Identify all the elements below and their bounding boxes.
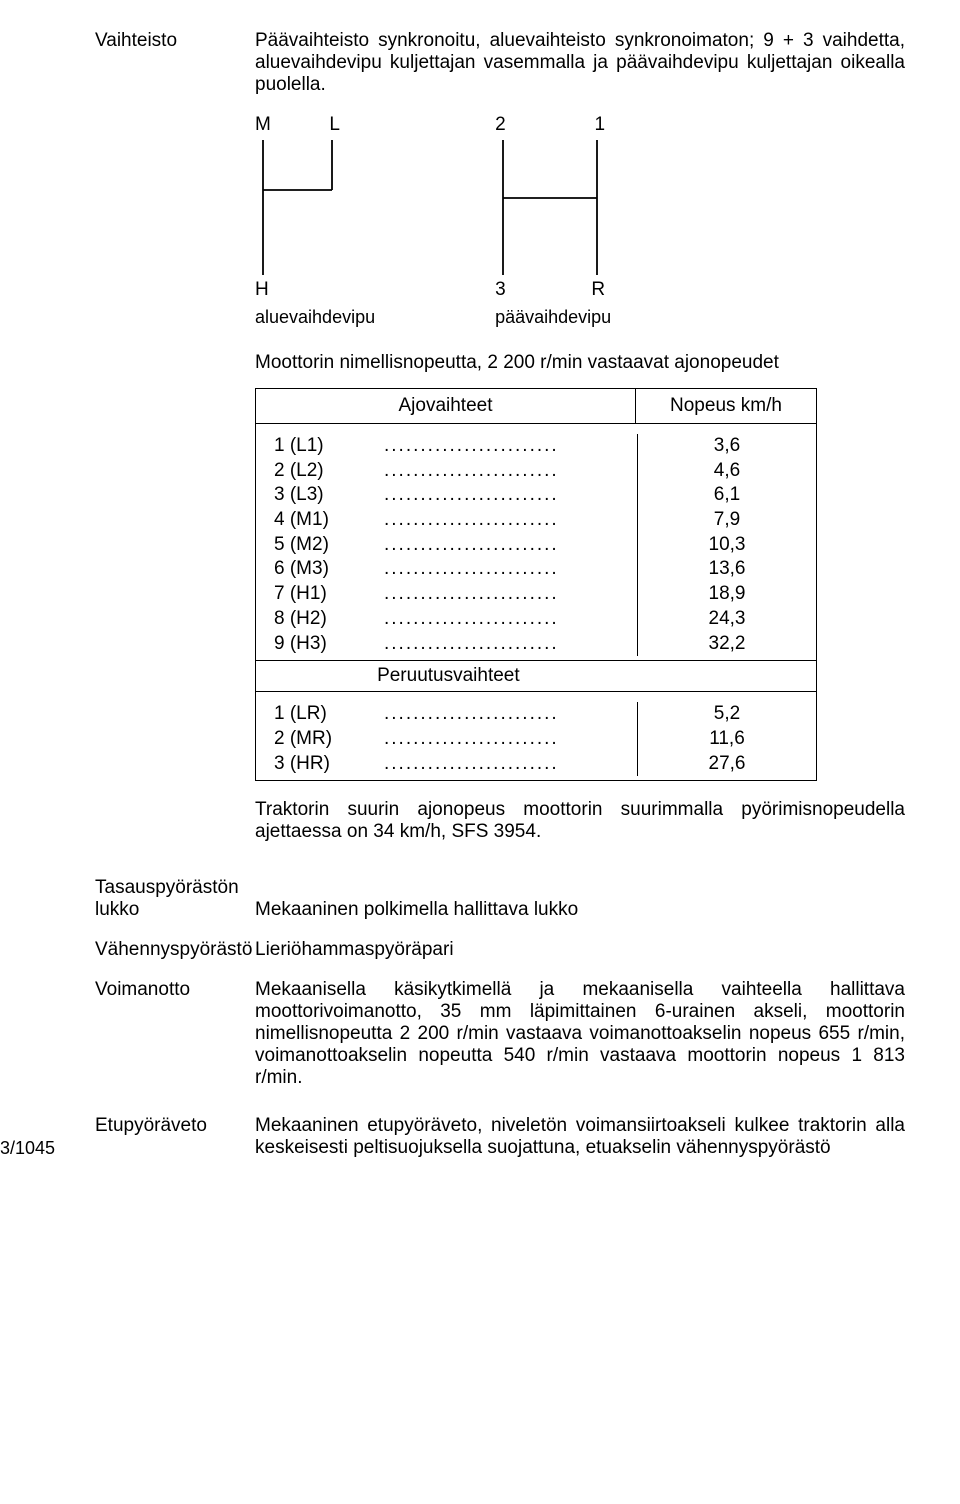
- dots-cell: ........................: [384, 727, 638, 752]
- speed-table: Ajovaihteet Nopeus km/h 1 (L1)..........…: [255, 388, 817, 781]
- table-row: 2 (MR)........................11,6: [256, 727, 816, 752]
- gear-cell: 4 (M1): [256, 508, 384, 533]
- speed-value: 18,9: [638, 582, 816, 607]
- dots-cell: ........................: [384, 508, 638, 533]
- dots-cell: ........................: [384, 632, 638, 657]
- table-row: 7 (H1)........................18,9: [256, 582, 816, 607]
- gear-cell: 7 (H1): [256, 582, 384, 607]
- table-row: 3 (HR)........................27,6: [256, 752, 816, 777]
- vahennys-desc: Lieriöhammaspyöräpari: [255, 939, 905, 961]
- speed-value: 6,1: [638, 483, 816, 508]
- table-row: 6 (M3)........................13,6: [256, 557, 816, 582]
- vaihteisto-desc: Päävaihteisto synkronoitu, aluevaihteist…: [255, 30, 905, 96]
- etupyora-desc: Mekaaninen etupyöräveto, niveletön voima…: [255, 1115, 905, 1159]
- section-label-tasaus-1: Tasauspyörästön: [95, 877, 255, 899]
- lever2-name: päävaihdevipu: [495, 307, 611, 328]
- speed-value: 11,6: [638, 727, 816, 752]
- lever1-svg: [255, 140, 340, 275]
- dots-cell: ........................: [384, 702, 638, 727]
- page-reference: 3/1045: [0, 1138, 55, 1159]
- table-row: 4 (M1)........................7,9: [256, 508, 816, 533]
- dots-cell: ........................: [384, 533, 638, 558]
- gear-cell: 3 (L3): [256, 483, 384, 508]
- lever1-top-left: M: [255, 114, 271, 136]
- table-row: 8 (H2)........................24,3: [256, 607, 816, 632]
- voimanotto-desc: Mekaanisella käsikytkimellä ja mekaanise…: [255, 979, 905, 1089]
- table-row: 3 (L3)........................6,1: [256, 483, 816, 508]
- gear-cell: 8 (H2): [256, 607, 384, 632]
- speed-value: 3,6: [638, 434, 816, 459]
- lever2-bottom-right: R: [591, 279, 605, 301]
- table-row: 2 (L2)........................4,6: [256, 459, 816, 484]
- tasaus-desc: Mekaaninen polkimella hallittava lukko: [255, 899, 905, 921]
- dots-cell: ........................: [384, 483, 638, 508]
- table-row: 9 (H3)........................32,2: [256, 632, 816, 657]
- speed-value: 5,2: [638, 702, 816, 727]
- gear-cell: 2 (MR): [256, 727, 384, 752]
- lever2-top-left: 2: [495, 114, 506, 136]
- dots-cell: ........................: [384, 607, 638, 632]
- gear-cell: 2 (L2): [256, 459, 384, 484]
- gear-cell: 6 (M3): [256, 557, 384, 582]
- table-row: 1 (L1)........................3,6: [256, 434, 816, 459]
- lever1-name: aluevaihdevipu: [255, 307, 375, 328]
- gear-diagrams: M L H aluevaihdevipu: [255, 114, 905, 328]
- speed-value: 24,3: [638, 607, 816, 632]
- dots-cell: ........................: [384, 459, 638, 484]
- section-label-vahennys: Vähennyspyörästö: [40, 939, 255, 961]
- max-speed-text: Traktorin suurin ajonopeus moottorin suu…: [255, 799, 905, 843]
- gear-cell: 5 (M2): [256, 533, 384, 558]
- speed-value: 27,6: [638, 752, 816, 777]
- table-header-right: Nopeus km/h: [636, 389, 816, 423]
- lever2-top-right: 1: [595, 114, 606, 136]
- section-label-vaihteisto: Vaihteisto: [40, 30, 255, 52]
- lever1-top-right: L: [329, 114, 340, 136]
- table-header-left: Ajovaihteet: [256, 389, 636, 423]
- dots-cell: ........................: [384, 557, 638, 582]
- speed-value: 32,2: [638, 632, 816, 657]
- speed-value: 7,9: [638, 508, 816, 533]
- dots-cell: ........................: [384, 434, 638, 459]
- lever2-bottom-left: 3: [495, 279, 506, 301]
- section-label-etupyora: Etupyöräveto: [40, 1115, 255, 1137]
- speed-value: 13,6: [638, 557, 816, 582]
- dots-cell: ........................: [384, 582, 638, 607]
- table-mid-label: Peruutusvaihteet: [256, 660, 816, 692]
- lever-aluevaihdevipu: M L H aluevaihdevipu: [255, 114, 375, 328]
- gear-cell: 3 (HR): [256, 752, 384, 777]
- section-label-tasaus-2: lukko: [95, 899, 255, 921]
- lever2-svg: [495, 140, 605, 275]
- gear-cell: 9 (H3): [256, 632, 384, 657]
- gear-cell: 1 (LR): [256, 702, 384, 727]
- gear-cell: 1 (L1): [256, 434, 384, 459]
- table-row: 1 (LR)........................5,2: [256, 702, 816, 727]
- table-row: 5 (M2)........................10,3: [256, 533, 816, 558]
- speed-value: 10,3: [638, 533, 816, 558]
- lever1-bottom-left: H: [255, 279, 269, 301]
- lever-paavaihdevipu: 2 1 3 R päävaihdevipu: [495, 114, 611, 328]
- speed-intro: Moottorin nimellisnopeutta, 2 200 r/min …: [255, 352, 905, 374]
- speed-value: 4,6: [638, 459, 816, 484]
- section-label-voimanotto: Voimanotto: [40, 979, 255, 1001]
- dots-cell: ........................: [384, 752, 638, 777]
